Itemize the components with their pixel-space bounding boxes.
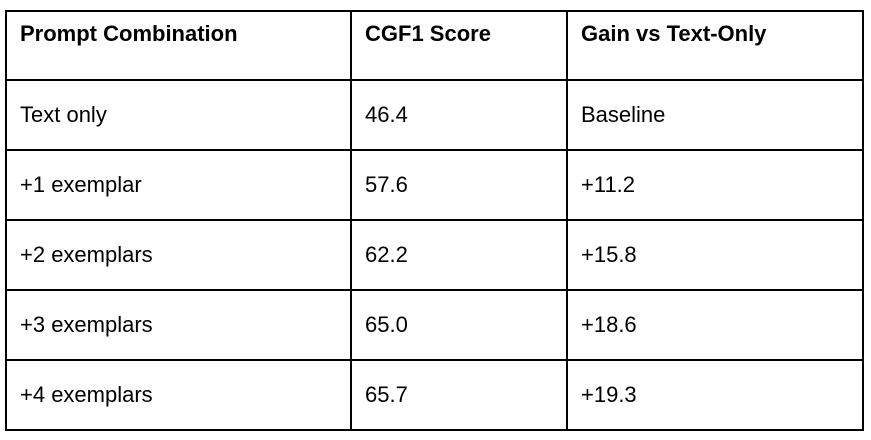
cell-gain-vs-text-only: +19.3 xyxy=(566,359,864,431)
cell-prompt-combination: Text only xyxy=(5,79,352,151)
cell-prompt-combination: +3 exemplars xyxy=(5,289,352,361)
cell-cgf1-score: 65.0 xyxy=(350,289,568,361)
cell-prompt-combination: +4 exemplars xyxy=(5,359,352,431)
column-header-prompt-combination: Prompt Combination xyxy=(5,10,352,81)
table-row: +4 exemplars 65.7 +19.3 xyxy=(5,359,864,431)
column-header-gain-vs-text-only: Gain vs Text-Only xyxy=(566,10,864,81)
cell-cgf1-score: 57.6 xyxy=(350,149,568,221)
cell-gain-vs-text-only: Baseline xyxy=(566,79,864,151)
table-row: Text only 46.4 Baseline xyxy=(5,79,864,151)
table-row: +2 exemplars 62.2 +15.8 xyxy=(5,219,864,291)
cell-gain-vs-text-only: +15.8 xyxy=(566,219,864,291)
cell-cgf1-score: 62.2 xyxy=(350,219,568,291)
table-row: +3 exemplars 65.0 +18.6 xyxy=(5,289,864,361)
prompt-combination-results-table: Prompt Combination CGF1 Score Gain vs Te… xyxy=(5,10,864,431)
column-header-cgf1-score: CGF1 Score xyxy=(350,10,568,81)
table-header-row: Prompt Combination CGF1 Score Gain vs Te… xyxy=(5,10,864,81)
cell-gain-vs-text-only: +11.2 xyxy=(566,149,864,221)
cell-cgf1-score: 65.7 xyxy=(350,359,568,431)
cell-prompt-combination: +2 exemplars xyxy=(5,219,352,291)
cell-prompt-combination: +1 exemplar xyxy=(5,149,352,221)
cell-cgf1-score: 46.4 xyxy=(350,79,568,151)
table-row: +1 exemplar 57.6 +11.2 xyxy=(5,149,864,221)
cell-gain-vs-text-only: +18.6 xyxy=(566,289,864,361)
